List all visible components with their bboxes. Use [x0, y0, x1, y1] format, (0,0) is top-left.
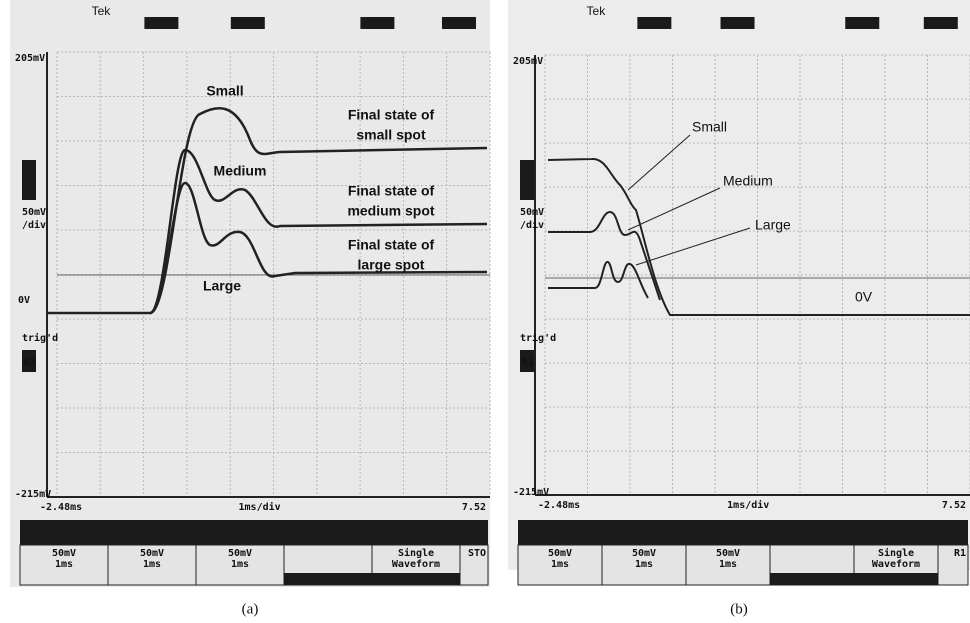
- top-button: [637, 17, 671, 29]
- top-button: [924, 17, 958, 29]
- top-button: [360, 17, 394, 29]
- top-level: 205mV: [513, 56, 543, 67]
- zero-label: 0V: [18, 295, 30, 306]
- timebase: 1ms/div: [727, 499, 769, 511]
- scale-unit: /div: [22, 219, 46, 231]
- scale: 50mV: [22, 207, 46, 218]
- menu-side: R1: [954, 548, 966, 559]
- final-state-label: large spot: [358, 257, 425, 273]
- final-state-label: medium spot: [347, 203, 434, 219]
- bottom-level: -215mV: [513, 487, 549, 498]
- brand: Tek: [587, 4, 607, 18]
- timebase: 1ms/div: [239, 501, 281, 513]
- final-state-label: small spot: [356, 127, 426, 143]
- menu-bottom: Waveform: [392, 559, 440, 570]
- menu-side: STO: [468, 548, 486, 559]
- top-level: 205mV: [15, 53, 45, 64]
- top-button: [845, 17, 879, 29]
- time-start: -2.48ms: [40, 502, 82, 513]
- top-button: [721, 17, 755, 29]
- menu-bottom: 1ms: [635, 559, 653, 570]
- menu-bottom: 1ms: [55, 559, 73, 570]
- caption: (b): [730, 601, 748, 617]
- panel-b-screen: [508, 0, 970, 570]
- time-end: 7.52: [942, 500, 966, 511]
- menu-top: 50mV: [228, 548, 252, 559]
- menu-top: 50mV: [716, 548, 740, 559]
- menu-bottom: 1ms: [231, 559, 249, 570]
- final-state-label: Final state of: [348, 237, 435, 253]
- menu-dark: [770, 573, 938, 585]
- trigger: trig'd: [22, 332, 58, 344]
- brand: Tek: [92, 4, 112, 18]
- status-bar: [518, 520, 968, 545]
- trace-label: Small: [692, 119, 727, 135]
- channel: R2: [24, 357, 36, 368]
- menu-top: Single: [878, 547, 914, 559]
- menu-top: Single: [398, 547, 434, 559]
- menu-top: 50mV: [548, 548, 572, 559]
- menu-top: 50mV: [140, 548, 164, 559]
- trace-label: Medium: [214, 163, 267, 179]
- menu-bottom: 1ms: [143, 559, 161, 570]
- figure: Tek 205mV 50mV/div trig'd R2 -215mV -2.48ms 1ms…: [0, 0, 970, 623]
- menu-top: 50mV: [52, 548, 76, 559]
- menu-bottom: 1ms: [551, 559, 569, 570]
- zero-label: 0V: [855, 289, 873, 305]
- trace-label: Large: [203, 278, 241, 294]
- menu-dark: [284, 573, 460, 585]
- channel: R1: [522, 357, 534, 368]
- trace-label: Medium: [723, 173, 773, 189]
- time-start: -2.48ms: [538, 500, 580, 511]
- channel-marker: [520, 160, 534, 200]
- scale: 50mV: [520, 207, 544, 218]
- panel-a-screen: [10, 0, 490, 587]
- trace-label: Small: [206, 83, 243, 99]
- top-button: [231, 17, 265, 29]
- top-button: [442, 17, 476, 29]
- menu-top: 50mV: [632, 548, 656, 559]
- top-button: [144, 17, 178, 29]
- final-state-label: Final state of: [348, 183, 435, 199]
- trace-label: Large: [755, 217, 791, 233]
- final-state-label: Final state of: [348, 107, 435, 123]
- menu-bottom: Waveform: [872, 559, 920, 570]
- time-end: 7.52: [462, 502, 486, 513]
- scale-unit: /div: [520, 219, 544, 231]
- bottom-level: -215mV: [15, 489, 51, 500]
- trigger: trig'd: [520, 332, 556, 344]
- menu-bottom: 1ms: [719, 559, 737, 570]
- channel-marker: [22, 160, 36, 200]
- status-bar: [20, 520, 488, 545]
- caption: (a): [242, 601, 259, 617]
